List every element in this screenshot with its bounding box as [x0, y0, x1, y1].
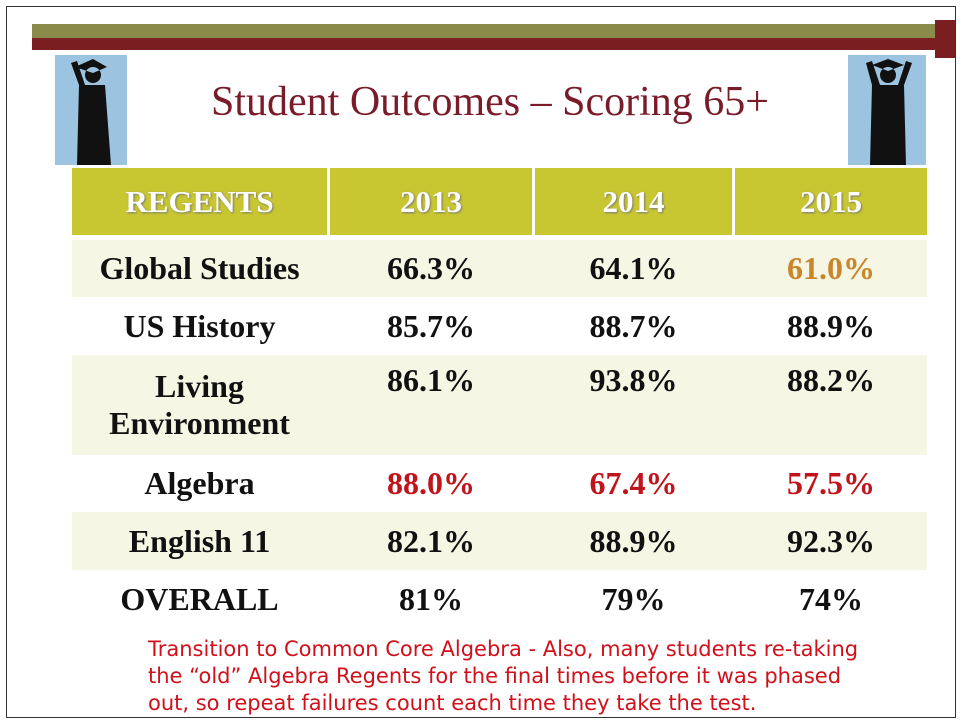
header-cell: 2014 — [535, 168, 732, 235]
decor-bar — [935, 20, 955, 58]
table-cell: 88.7% — [535, 297, 732, 355]
table-cell: 79% — [535, 570, 732, 628]
table-cell: 86.1% — [330, 355, 532, 405]
table-cell: 81% — [330, 570, 532, 628]
table-cell: 93.8% — [535, 355, 732, 405]
decor-bar — [32, 38, 947, 50]
table-cell: 61.0% — [735, 240, 927, 297]
row-label: Algebra — [72, 455, 327, 512]
header-cell: 2013 — [330, 168, 532, 235]
table-cell: 88.0% — [330, 455, 532, 512]
graduate-icon — [848, 55, 926, 165]
table-cell: 66.3% — [330, 240, 532, 297]
header-cell: REGENTS — [72, 168, 327, 235]
table-cell: 88.9% — [535, 512, 732, 570]
row-label: OVERALL — [72, 570, 327, 628]
header-cell: 2015 — [735, 168, 927, 235]
page: Student Outcomes – Scoring 65+ REGENTS20… — [0, 0, 965, 725]
slide: Student Outcomes – Scoring 65+ REGENTS20… — [0, 0, 965, 725]
table-cell: 85.7% — [330, 297, 532, 355]
row-label: English 11 — [72, 512, 327, 570]
table-cell: 88.9% — [735, 297, 927, 355]
slide-title: Student Outcomes – Scoring 65+ — [140, 78, 840, 126]
table-cell: 92.3% — [735, 512, 927, 570]
row-label: US History — [72, 297, 327, 355]
row-label: Global Studies — [72, 240, 327, 297]
decor-bar — [32, 24, 947, 38]
table-cell: 67.4% — [535, 455, 732, 512]
footnote: Transition to Common Core Algebra - Also… — [148, 636, 888, 717]
table-cell: 74% — [735, 570, 927, 628]
graduate-icon — [55, 55, 127, 165]
table-cell: 57.5% — [735, 455, 927, 512]
table-cell: 64.1% — [535, 240, 732, 297]
table-cell: 88.2% — [735, 355, 927, 405]
row-label: Living Environment — [72, 355, 327, 455]
table-cell: 82.1% — [330, 512, 532, 570]
